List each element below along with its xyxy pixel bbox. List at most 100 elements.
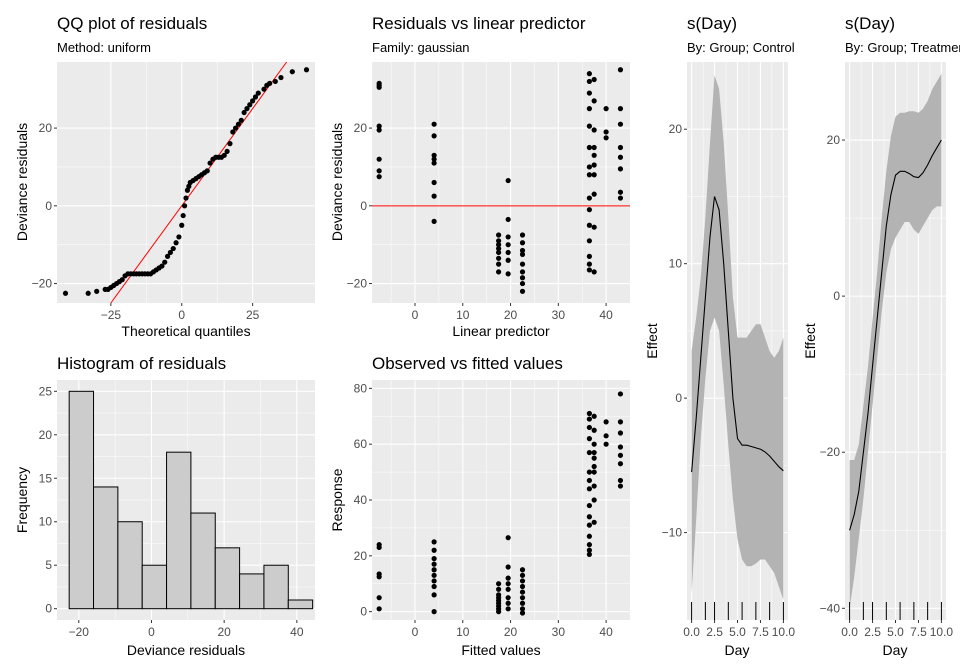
qq-point <box>233 125 239 131</box>
ovf-point <box>376 606 382 612</box>
hist-ytick-label: 25 <box>39 384 53 398</box>
ovf-point <box>376 574 382 580</box>
rvl-point <box>505 242 511 248</box>
rvl-point <box>591 76 597 83</box>
rvl-point <box>431 193 437 199</box>
rvl-point <box>519 275 526 281</box>
ovf-point <box>496 586 502 592</box>
hist-xtick-label: 20 <box>217 625 231 639</box>
qq-plot-area <box>57 62 315 303</box>
rvl-point <box>586 172 592 178</box>
sday2-ylabel: Effect <box>802 323 818 359</box>
ovf-point <box>505 581 511 587</box>
qq-plot-panel: QQ plot of residuals Method: uniform −25… <box>14 14 315 339</box>
qq-point <box>94 288 100 294</box>
sday1-ytick-label: 10 <box>669 257 683 271</box>
sday2-smooth-line <box>849 139 942 531</box>
ovf-point <box>591 427 597 433</box>
rvl-point <box>617 166 624 172</box>
ovf-point <box>586 514 592 520</box>
sday1-xtick-label: 10.0 <box>772 625 796 639</box>
rvl-point <box>591 144 597 151</box>
rvl-point <box>496 269 502 275</box>
rvl-ytick-label: 0 <box>360 199 367 213</box>
sday2-ytick-label: −40 <box>820 601 841 615</box>
ovf-point <box>617 444 624 450</box>
qq-point <box>179 222 185 228</box>
rvl-point <box>591 191 597 197</box>
qq-point <box>230 129 236 135</box>
sday2-xlabel: Day <box>883 642 908 658</box>
sday2-title: s(Day) <box>845 14 895 33</box>
qq-title: QQ plot of residuals <box>57 14 207 33</box>
ovf-point <box>519 600 526 606</box>
ovf-point <box>617 477 624 484</box>
rvl-point <box>591 127 597 133</box>
ovf-point <box>586 551 592 558</box>
qq-point <box>303 67 310 73</box>
rvl-point <box>496 245 502 252</box>
hist-xtick-label: −20 <box>69 625 90 639</box>
ovf-point <box>586 436 592 442</box>
hist-bar <box>287 599 314 610</box>
ovf-xtick-label: 20 <box>504 625 518 639</box>
qq-point <box>204 168 210 174</box>
rvl-point <box>591 224 597 230</box>
rvl-point <box>376 123 382 129</box>
ovf-xtick-label: 0 <box>412 625 419 639</box>
rvl-point <box>505 177 511 184</box>
rvl-point <box>586 267 592 273</box>
hist-bar <box>93 486 119 610</box>
rvl-xtick-label: 0 <box>412 308 419 322</box>
qq-point <box>247 102 253 108</box>
ovf-point <box>376 544 382 551</box>
ovf-point <box>505 535 511 541</box>
qq-reference-line <box>110 61 288 304</box>
ovf-point <box>519 595 526 601</box>
qq-point <box>235 121 242 127</box>
rvl-point <box>505 249 511 256</box>
ovf-point <box>505 600 511 606</box>
hist-title: Histogram of residuals <box>57 354 226 373</box>
rvl-point <box>617 121 624 127</box>
rvl-subtitle: Family: gaussian <box>372 40 470 55</box>
rvl-point <box>586 195 592 201</box>
ovf-point <box>431 547 437 553</box>
sday2-xtick-label: 5.0 <box>887 625 904 639</box>
qq-point <box>224 148 230 155</box>
rvl-point <box>586 222 592 228</box>
ovf-point <box>505 586 511 592</box>
hist-bar <box>239 573 265 610</box>
sday1-title: s(Day) <box>687 14 737 33</box>
ovf-point <box>505 564 511 570</box>
ovf-point <box>505 575 511 581</box>
rvl-point <box>586 123 592 129</box>
rvl-ytick-label: 20 <box>354 121 368 135</box>
rvl-xtick-label: 20 <box>504 308 518 322</box>
ovf-ytick-label: 40 <box>354 493 368 507</box>
qq-point <box>261 86 267 92</box>
rvl-point <box>519 247 526 254</box>
qq-point <box>250 98 256 104</box>
sday1-smooth-line <box>691 196 784 473</box>
rvl-point <box>617 67 624 73</box>
qq-ytick-label: −20 <box>32 277 53 291</box>
ovf-point <box>431 567 437 573</box>
sday2-ytick-label: 0 <box>833 289 840 303</box>
rvl-title: Residuals vs linear predictor <box>372 14 586 33</box>
sday2-ytick-label: −20 <box>820 445 841 459</box>
qq-point <box>272 78 278 85</box>
rvl-point <box>617 154 624 160</box>
ovf-point <box>519 610 526 616</box>
rvl-point <box>586 261 592 267</box>
rvl-point <box>505 271 511 277</box>
rvl-point <box>586 78 592 85</box>
rvl-point <box>586 207 592 213</box>
qq-ylabel: Deviance residuals <box>14 123 30 241</box>
sday1-ytick-label: 20 <box>669 122 683 136</box>
rvl-point <box>505 234 511 240</box>
rvl-point <box>603 129 609 135</box>
rvl-point <box>431 152 437 158</box>
qq-point <box>167 249 174 256</box>
ovf-point <box>431 609 437 615</box>
